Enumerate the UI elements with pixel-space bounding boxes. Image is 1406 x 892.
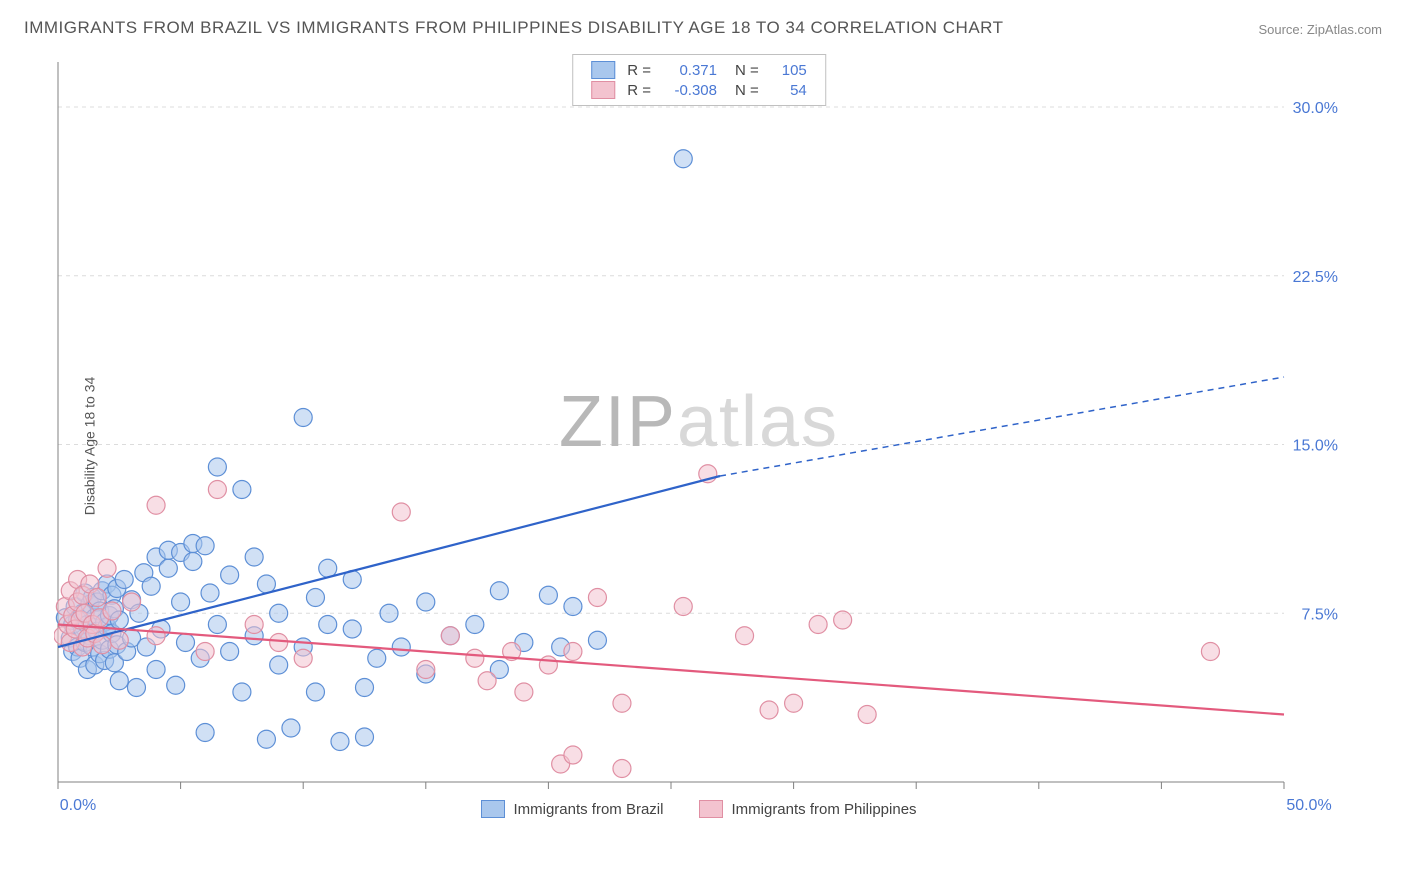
legend-n-value: 54 <box>765 80 813 100</box>
correlation-legend: R =0.371N =105R =-0.308N =54 <box>572 54 826 106</box>
series-name: Immigrants from Philippines <box>731 801 916 818</box>
legend-row: R =0.371N =105 <box>585 60 813 80</box>
source-attribution: Source: ZipAtlas.com <box>1258 22 1382 37</box>
legend-row: R =-0.308N =54 <box>585 80 813 100</box>
series-legend-item: Immigrants from Philippines <box>699 800 916 818</box>
series-name: Immigrants from Brazil <box>513 801 663 818</box>
svg-text:30.0%: 30.0% <box>1293 100 1338 117</box>
legend-n-label: N = <box>723 80 765 100</box>
svg-text:22.5%: 22.5% <box>1293 269 1338 286</box>
chart-title: IMMIGRANTS FROM BRAZIL VS IMMIGRANTS FRO… <box>24 18 1004 38</box>
svg-text:7.5%: 7.5% <box>1302 606 1338 623</box>
series-swatch-icon <box>481 800 505 818</box>
series-legend-item: Immigrants from Brazil <box>481 800 663 818</box>
legend-r-value: -0.308 <box>657 80 723 100</box>
series-legend: Immigrants from Brazil Immigrants from Ph… <box>54 800 1344 822</box>
series-swatch-icon <box>699 800 723 818</box>
legend-r-value: 0.371 <box>657 60 723 80</box>
legend-swatch-icon <box>591 61 615 79</box>
legend-r-label: R = <box>621 60 657 80</box>
legend-r-label: R = <box>621 80 657 100</box>
legend-n-value: 105 <box>765 60 813 80</box>
chart-area: ZIPatlas 7.5%15.0%22.5%30.0%0.0%50.0% R … <box>54 52 1344 822</box>
svg-text:15.0%: 15.0% <box>1293 438 1338 455</box>
legend-swatch-icon <box>591 81 615 99</box>
legend-n-label: N = <box>723 60 765 80</box>
chart-svg: 7.5%15.0%22.5%30.0%0.0%50.0% <box>54 52 1344 822</box>
